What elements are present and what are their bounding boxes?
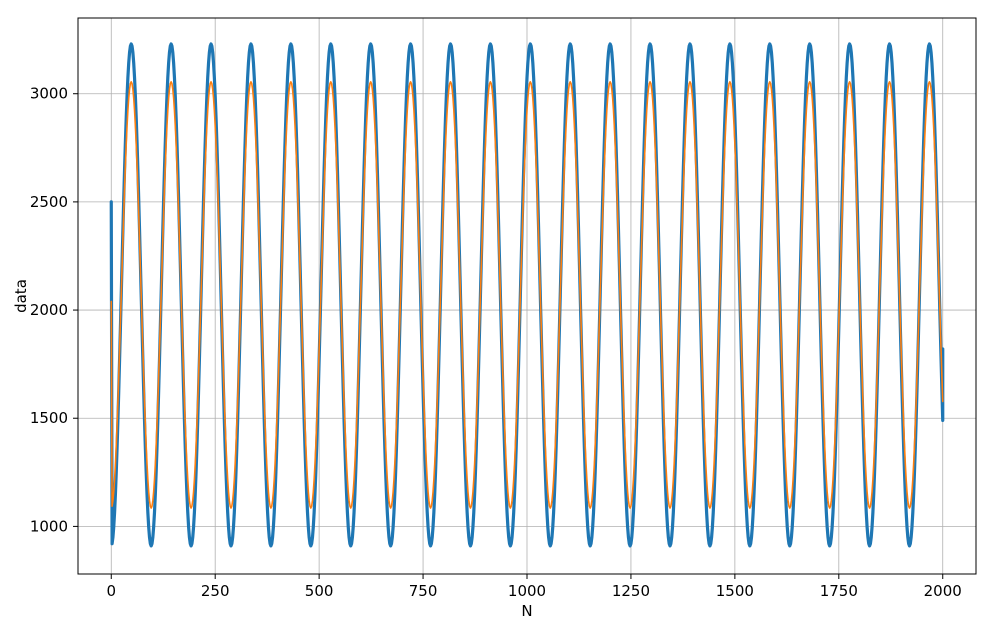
x-tick-labels: 0 250 500 750 1000 1250 1500 1750 2000 [106,582,961,600]
y-tick-label: 2000 [30,301,68,319]
x-tick-label: 2000 [924,582,962,600]
y-tick-label: 1500 [30,409,68,427]
x-tick-label: 1750 [820,582,858,600]
x-tick-label: 250 [201,582,230,600]
x-tick-label: 750 [409,582,438,600]
y-tick-label: 1000 [30,517,68,535]
x-axis-label: N [521,602,532,620]
y-tick-labels: 1000 1500 2000 2500 3000 [30,85,68,536]
y-axis-label: data [12,279,30,313]
x-tick-marks [111,574,942,579]
y-tick-marks [73,94,78,527]
x-tick-label: 1000 [508,582,546,600]
x-tick-label: 1500 [716,582,754,600]
x-tick-label: 0 [106,582,116,600]
chart-svg: 0 250 500 750 1000 1250 1500 1750 2000 1000 1500 2… [0,0,1000,625]
x-tick-label: 1250 [612,582,650,600]
y-tick-label: 2500 [30,193,68,211]
line-chart: 0 250 500 750 1000 1250 1500 1750 2000 1000 1500 2… [0,0,1000,625]
y-tick-label: 3000 [30,85,68,103]
x-tick-label: 500 [305,582,334,600]
